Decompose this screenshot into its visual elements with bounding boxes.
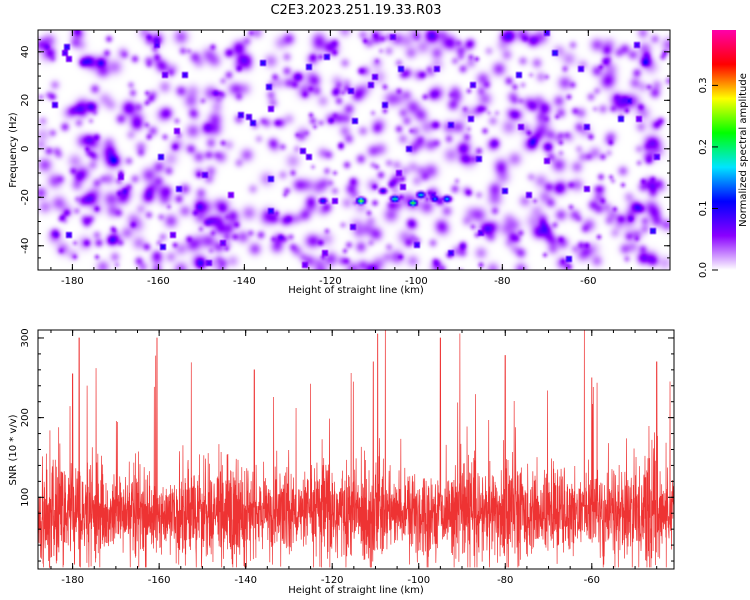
y-tick-label: 20 — [20, 94, 31, 107]
spectrogram-x-label: Height of straight line (km) — [288, 285, 424, 296]
y-tick-label: -20 — [20, 189, 31, 205]
x-tick-label: -180 — [61, 575, 84, 586]
colorbar-tick-label: 0.2 — [698, 139, 709, 155]
snr-series — [38, 330, 674, 568]
x-tick-label: -100 — [407, 575, 430, 586]
x-tick-label: -60 — [580, 276, 596, 287]
x-tick-label: -160 — [148, 575, 171, 586]
colorbar-label: Normalized spectral amplitude — [738, 73, 749, 227]
y-tick-label: 300 — [20, 328, 31, 347]
x-tick-label: -80 — [494, 276, 510, 287]
x-tick-label: -160 — [147, 276, 170, 287]
snr-panel: -180 -160 -140 -120 -100 -80 -60 100 200 300 Hei… — [8, 328, 675, 596]
spectrogram-panel: -180 -160 -140 -120 -100 -80 -60 -40 -20 0 20 40 H… — [8, 29, 671, 296]
spectrogram-heatmap — [38, 30, 670, 270]
y-tick-label: -40 — [20, 238, 31, 254]
x-tick-label: -180 — [61, 276, 84, 287]
colorbar-tick-label: 0.1 — [698, 201, 709, 217]
spectrogram-x-ticks: -180 -160 -140 -120 -100 -80 -60 — [50, 30, 654, 287]
snr-y-ticks: 100 200 300 — [20, 328, 674, 562]
colorbar-gradient — [712, 30, 736, 270]
x-tick-label: -140 — [234, 575, 257, 586]
x-tick-label: -120 — [321, 575, 344, 586]
y-tick-label: 40 — [20, 45, 31, 58]
spectrogram-y-ticks: -40 -20 0 20 40 — [20, 39, 670, 271]
snr-x-ticks: -180 -160 -140 -120 -100 -80 -60 — [50, 330, 658, 586]
snr-line — [38, 330, 674, 568]
y-tick-label: 100 — [20, 488, 31, 507]
colorbar-ticks: 0.0 0.1 0.2 0.3 — [698, 77, 718, 278]
x-tick-label: -100 — [405, 276, 428, 287]
y-tick-label: 0 — [20, 146, 31, 152]
colorbar-tick-label: 0.3 — [698, 77, 709, 93]
x-tick-label: -80 — [497, 575, 513, 586]
colorbar-tick-label: 0.0 — [698, 262, 709, 278]
snr-y-label: SNR (10 * v/v) — [8, 414, 19, 485]
x-tick-label: -140 — [233, 276, 256, 287]
x-tick-label: -60 — [584, 575, 600, 586]
colorbar: 0.0 0.1 0.2 0.3 Normalized spectral amplitu… — [698, 30, 749, 278]
x-tick-label: -120 — [319, 276, 342, 287]
spectrogram-y-label: Frequency (Hz) — [8, 112, 19, 188]
snr-x-label: Height of straight line (km) — [288, 585, 424, 596]
y-tick-label: 200 — [20, 408, 31, 427]
chart-title: C2E3.2023.251.19.33.R03 — [270, 3, 441, 18]
spectrogram-frame — [37, 29, 671, 271]
